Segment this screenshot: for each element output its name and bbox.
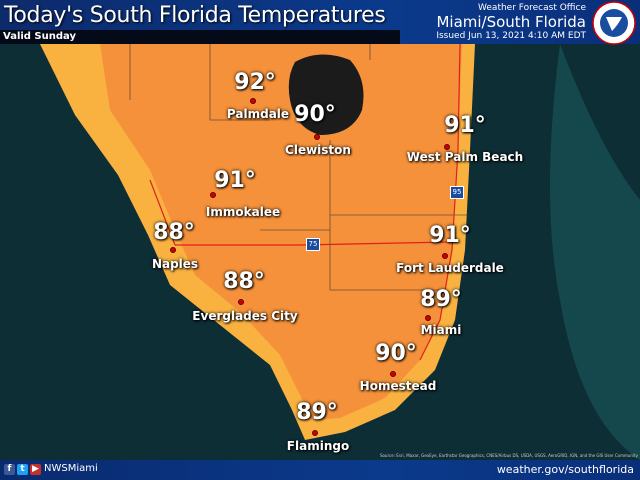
social-handle[interactable]: NWSMiami	[44, 463, 98, 474]
station-city: Immokalee	[205, 205, 281, 219]
website-link[interactable]: weather.gov/southflorida	[496, 463, 634, 476]
map-graphic	[0, 43, 640, 460]
station-dot	[312, 430, 318, 436]
station-dot	[442, 253, 448, 259]
station-dot	[425, 315, 431, 321]
station-dot	[170, 247, 176, 253]
station-dot	[238, 299, 244, 305]
land-hot	[100, 44, 462, 420]
station-city: Homestead	[359, 379, 437, 393]
station-temp: 91°	[444, 113, 486, 138]
twitter-icon[interactable]: t	[17, 464, 28, 475]
valid-day: Valid Sunday	[3, 31, 76, 42]
station-temp: 89°	[420, 287, 462, 312]
station-city: West Palm Beach	[406, 150, 524, 164]
station-city: Everglades City	[192, 309, 298, 323]
station-temp: 92°	[234, 70, 276, 95]
station-temp: 91°	[214, 168, 256, 193]
region-label: Miami/South Florida	[436, 13, 586, 31]
station-city: Miami	[420, 323, 462, 337]
station-temp: 90°	[375, 341, 417, 366]
footer-bar	[0, 460, 640, 480]
nws-logo-icon	[592, 1, 636, 45]
station-dot	[314, 134, 320, 140]
station-temp: 88°	[223, 269, 265, 294]
station-dot	[444, 144, 450, 150]
station-temp: 90°	[294, 102, 336, 127]
station-dot	[390, 371, 396, 377]
station-city: Flamingo	[286, 439, 350, 453]
station-dot	[250, 98, 256, 104]
map-attribution: Source: Esri, Maxar, GeoEye, Earthstar G…	[379, 453, 638, 458]
facebook-icon[interactable]: f	[4, 464, 15, 475]
page-title: Today's South Florida Temperatures	[4, 3, 386, 28]
lake-okeechobee	[288, 54, 364, 135]
station-city: Naples	[151, 257, 199, 271]
highway-75-shield: 75	[306, 238, 320, 251]
station-temp: 89°	[296, 400, 338, 425]
youtube-icon[interactable]: ▶	[30, 464, 41, 475]
station-temp: 91°	[429, 223, 471, 248]
temperature-map: 75 95	[0, 43, 640, 460]
office-label: Weather Forecast Office	[478, 3, 586, 13]
valid-bar	[0, 30, 400, 44]
station-city: Fort Lauderdale	[396, 261, 504, 275]
highway-95-shield: 95	[450, 186, 464, 199]
station-city: Clewiston	[285, 143, 351, 157]
issued-time: Issued Jun 13, 2021 4:10 AM EDT	[436, 31, 586, 41]
station-temp: 88°	[153, 220, 195, 245]
station-dot	[210, 192, 216, 198]
station-city: Palmdale	[226, 107, 290, 121]
